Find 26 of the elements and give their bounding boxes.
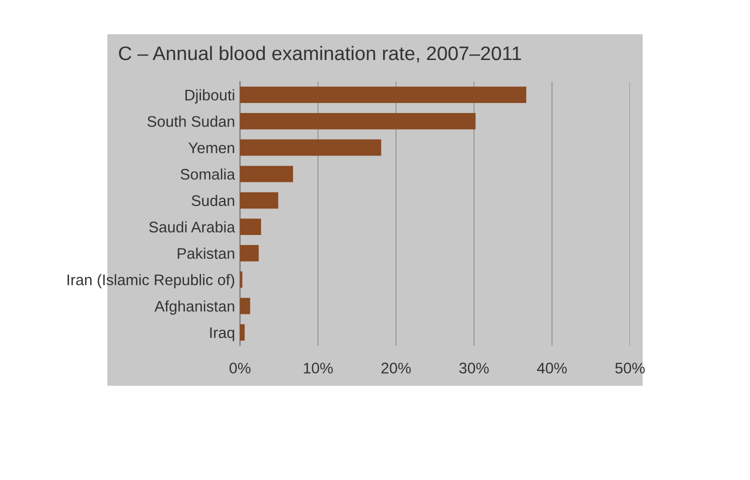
bar (240, 139, 382, 156)
x-tick-label: 20% (381, 362, 411, 374)
x-tick-label: 0% (230, 362, 250, 374)
chart-title: C – Annual blood examination rate, 2007–2011 (118, 46, 522, 63)
x-tick-label: 10% (304, 362, 333, 374)
bar (240, 218, 262, 235)
y-tick-label: Afghanistan (154, 300, 234, 315)
y-tick-label: Yemen (188, 142, 234, 154)
y-tick-label: Djibouti (185, 89, 234, 104)
bar (240, 166, 294, 182)
y-tick-label: Iran (Islamic Republic of) (68, 274, 234, 288)
y-tick-label: Iraq (210, 327, 234, 342)
y-tick-label: Pakistan (178, 248, 234, 259)
y-tick-label: Somalia (180, 168, 236, 180)
x-tick-label: 30% (459, 362, 489, 374)
y-tick-label: Sudan (192, 194, 234, 206)
bar (240, 192, 278, 209)
y-tick-label: South Sudan (147, 116, 234, 127)
y-tick-label: Saudi Arabia (149, 221, 236, 232)
x-tick-label: 50% (615, 362, 645, 374)
x-tick-label: 40% (537, 362, 567, 374)
bar (240, 86, 526, 103)
bar (240, 113, 476, 130)
bar (240, 324, 245, 341)
bar (240, 245, 259, 262)
bar (240, 298, 250, 314)
